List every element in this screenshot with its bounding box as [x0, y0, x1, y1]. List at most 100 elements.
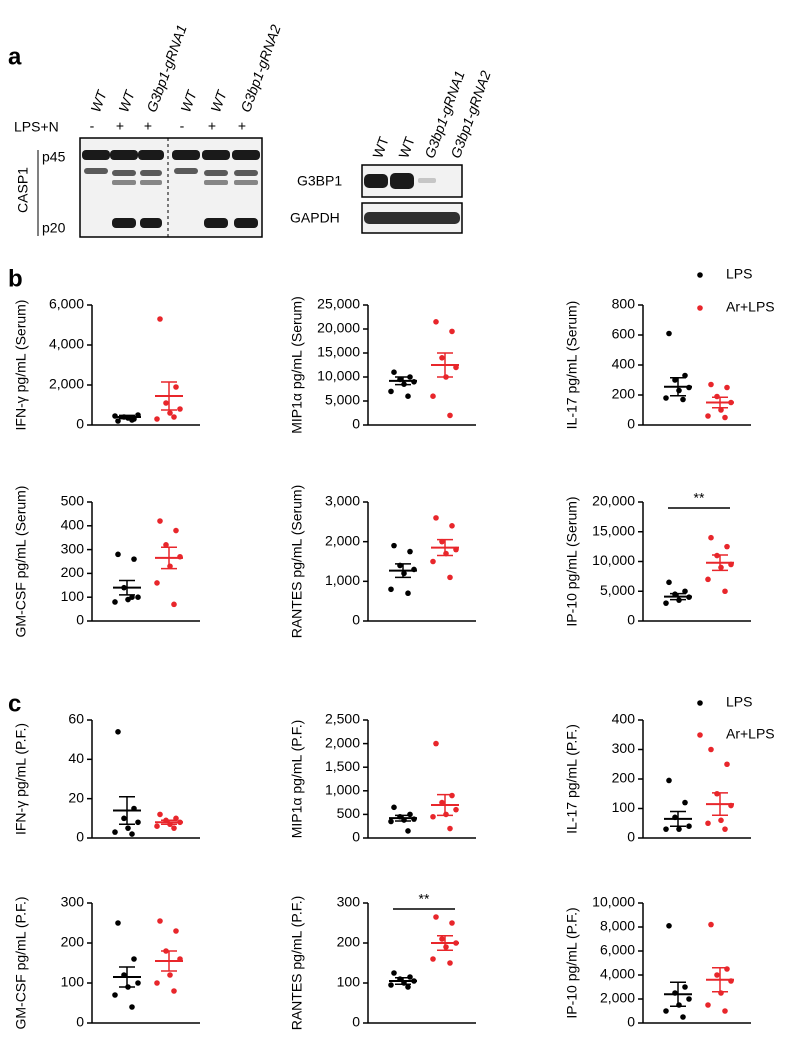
data-point: [666, 330, 672, 337]
y-tick-label: 5,000: [600, 582, 635, 598]
data-point: [391, 970, 397, 976]
y-tick-label: 3,000: [325, 493, 360, 509]
y-tick-label: 4,000: [600, 966, 635, 982]
data-point: [430, 813, 436, 820]
data-point: [433, 740, 439, 747]
y-tick-label: 1,000: [325, 782, 360, 798]
band-label: p20: [42, 220, 66, 236]
error-bar: [712, 967, 728, 993]
data-point: [388, 982, 394, 988]
data-point: [722, 1008, 728, 1014]
data-point: [157, 918, 163, 924]
legend-label: Ar+LPS: [726, 299, 775, 315]
error-bar: [119, 579, 135, 596]
data-point: [430, 393, 436, 400]
lane-label: WT: [395, 134, 418, 160]
y-tick-label: 500: [61, 493, 85, 509]
lane-label: WT: [177, 87, 200, 114]
data-point: [676, 1002, 682, 1008]
data-point: [672, 377, 678, 383]
data-point: [433, 515, 439, 521]
data-point: [705, 413, 711, 419]
y-tick-label: 100: [61, 974, 85, 990]
y-tick-label: 0: [352, 612, 360, 628]
protein-label: G3BP1: [297, 173, 342, 189]
legend-marker: [697, 700, 703, 706]
data-point: [708, 746, 714, 753]
data-point: [676, 387, 682, 394]
error-bar: [437, 352, 453, 378]
lane-label: WT: [87, 87, 110, 114]
y-tick-label: 20,000: [592, 493, 635, 509]
y-tick-label: 800: [612, 296, 636, 312]
error-bar: [161, 546, 177, 570]
y-tick-label: 200: [61, 934, 85, 950]
data-point: [722, 826, 728, 832]
y-tick-label: 15,000: [592, 522, 635, 538]
y-tick-label: 400: [61, 517, 85, 533]
y-axis-label: IL-17 pg/mL (P.F.): [564, 724, 580, 834]
lane-label: G3bp1-gRNA2: [237, 22, 284, 114]
data-point: [135, 980, 141, 986]
data-point: [154, 580, 160, 586]
data-point: [163, 542, 169, 548]
data-point: [449, 920, 455, 926]
treatment-sign: +: [208, 118, 216, 134]
significance-label: **: [419, 891, 430, 907]
data-point: [112, 599, 118, 605]
data-point: [686, 823, 692, 829]
data-point: [724, 543, 730, 550]
y-tick-label: 0: [352, 1014, 360, 1030]
data-point: [167, 410, 173, 416]
data-point: [682, 372, 688, 379]
treatment-sign: -: [90, 118, 95, 134]
y-tick-label: 100: [61, 588, 85, 604]
data-point: [718, 817, 724, 824]
data-point: [171, 414, 177, 420]
error-bar: [712, 396, 728, 409]
data-point: [135, 594, 141, 600]
legend-label: LPS: [726, 694, 752, 710]
data-point: [666, 923, 672, 929]
data-point: [407, 811, 413, 818]
data-point: [391, 369, 397, 376]
y-tick-label: 25,000: [317, 296, 360, 312]
blot-bands: [82, 150, 260, 228]
y-tick-label: 10,000: [592, 894, 635, 910]
error-bar: [395, 814, 411, 822]
data-point: [157, 811, 163, 818]
data-point: [115, 551, 121, 558]
y-tick-label: 2,000: [325, 734, 360, 750]
data-point: [433, 914, 439, 920]
y-axis-label: IP-10 pg/mL (P.F.): [564, 907, 580, 1018]
data-point: [112, 829, 118, 835]
error-bar: [395, 563, 411, 579]
data-point: [680, 396, 686, 403]
y-axis-label: GM-CSF pg/mL (Serum): [13, 486, 29, 638]
y-tick-label: 300: [61, 540, 85, 556]
y-tick-label: 200: [612, 770, 636, 786]
y-tick-label: 5,000: [325, 392, 360, 408]
data-point: [666, 579, 672, 586]
data-point: [447, 574, 453, 581]
error-bar: [670, 810, 686, 827]
y-tick-label: 6,000: [49, 296, 84, 312]
y-tick-label: 0: [627, 416, 635, 432]
data-point: [708, 534, 714, 541]
y-tick-label: 600: [612, 326, 636, 342]
data-point: [447, 825, 453, 832]
data-point: [724, 966, 730, 972]
data-point: [171, 825, 177, 831]
y-tick-label: 400: [612, 711, 636, 727]
data-point: [125, 825, 131, 831]
data-point: [407, 974, 413, 980]
data-point: [135, 819, 141, 826]
data-point: [405, 393, 411, 400]
lane-label: WT: [369, 134, 392, 160]
data-point: [439, 355, 445, 361]
data-point: [154, 980, 160, 986]
data-point: [449, 328, 455, 335]
error-bar: [161, 381, 177, 411]
y-tick-label: 0: [627, 612, 635, 628]
